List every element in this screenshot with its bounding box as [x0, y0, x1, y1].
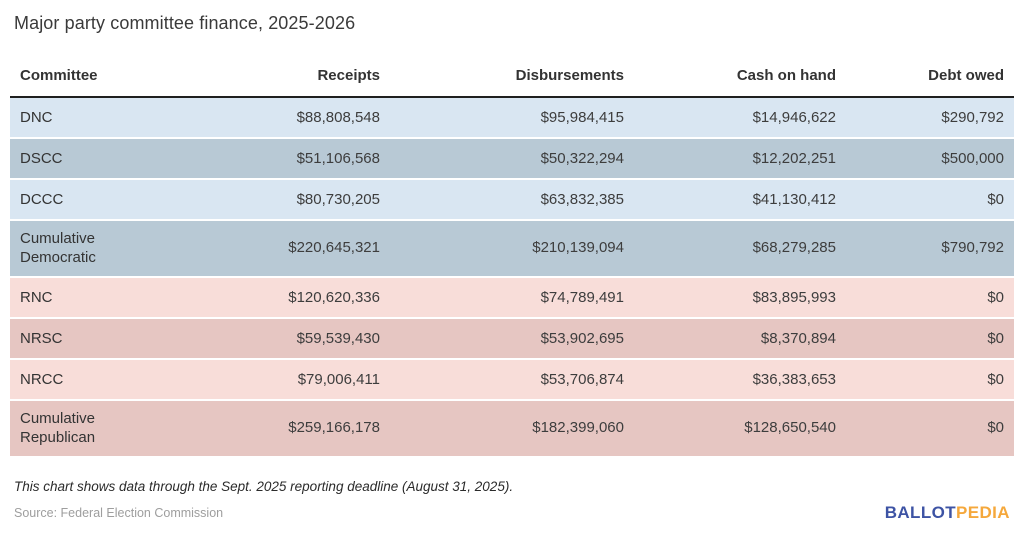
- table-row-nrsc: NRSC $59,539,430 $53,902,695 $8,370,894 …: [10, 318, 1014, 360]
- disbursements-cell: $74,789,491: [390, 277, 634, 319]
- finance-table: Committee Receipts Disbursements Cash on…: [10, 59, 1014, 458]
- logo-text-pedia: PEDIA: [956, 503, 1010, 522]
- committee-cell: DSCC: [10, 138, 150, 180]
- source-text: Source: Federal Election Commission: [14, 506, 224, 520]
- receipts-cell: $120,620,336: [150, 277, 390, 319]
- column-header-receipts: Receipts: [150, 59, 390, 98]
- cash-on-hand-cell: $83,895,993: [634, 277, 846, 319]
- committee-cell: NRCC: [10, 359, 150, 401]
- column-header-committee: Committee: [10, 59, 150, 98]
- cash-on-hand-cell: $8,370,894: [634, 318, 846, 360]
- disbursements-cell: $63,832,385: [390, 179, 634, 221]
- column-header-debt-owed: Debt owed: [846, 59, 1014, 98]
- cash-on-hand-cell: $68,279,285: [634, 220, 846, 278]
- receipts-cell: $51,106,568: [150, 138, 390, 180]
- page-title: Major party committee finance, 2025-2026: [14, 13, 356, 33]
- debt-owed-cell: $0: [846, 318, 1014, 360]
- disbursements-cell: $53,902,695: [390, 318, 634, 360]
- committee-cell: DCCC: [10, 179, 150, 221]
- footnote-text: This chart shows data through the Sept. …: [14, 479, 514, 494]
- column-header-cash-on-hand: Cash on hand: [634, 59, 846, 98]
- debt-owed-cell: $0: [846, 179, 1014, 221]
- disbursements-cell: $50,322,294: [390, 138, 634, 180]
- column-header-disbursements: Disbursements: [390, 59, 634, 98]
- receipts-cell: $88,808,548: [150, 97, 390, 139]
- disbursements-cell: $182,399,060: [390, 400, 634, 458]
- committee-cell: Cumulative Republican: [10, 400, 150, 458]
- table-row-nrcc: NRCC $79,006,411 $53,706,874 $36,383,653…: [10, 359, 1014, 401]
- cash-on-hand-cell: $128,650,540: [634, 400, 846, 458]
- disbursements-cell: $95,984,415: [390, 97, 634, 139]
- receipts-cell: $259,166,178: [150, 400, 390, 458]
- debt-owed-cell: $790,792: [846, 220, 1014, 278]
- ballotpedia-logo: BALLOTPEDIA: [885, 503, 1010, 523]
- table-row-dscc: DSCC $51,106,568 $50,322,294 $12,202,251…: [10, 138, 1014, 180]
- footer-row: Source: Federal Election Commission BALL…: [14, 503, 1010, 523]
- committee-cell: RNC: [10, 277, 150, 319]
- table-row-rnc: RNC $120,620,336 $74,789,491 $83,895,993…: [10, 277, 1014, 319]
- debt-owed-cell: $500,000: [846, 138, 1014, 180]
- debt-owed-cell: $290,792: [846, 97, 1014, 139]
- receipts-cell: $220,645,321: [150, 220, 390, 278]
- table-row-cumulative-democratic: Cumulative Democratic $220,645,321 $210,…: [10, 220, 1014, 278]
- disbursements-cell: $210,139,094: [390, 220, 634, 278]
- receipts-cell: $80,730,205: [150, 179, 390, 221]
- committee-cell: NRSC: [10, 318, 150, 360]
- logo-text-ballot: BALLOT: [884, 503, 957, 522]
- table-row-dccc: DCCC $80,730,205 $63,832,385 $41,130,412…: [10, 179, 1014, 221]
- cash-on-hand-cell: $14,946,622: [634, 97, 846, 139]
- cash-on-hand-cell: $36,383,653: [634, 359, 846, 401]
- table-header-row: Committee Receipts Disbursements Cash on…: [10, 59, 1014, 98]
- table-row-dnc: DNC $88,808,548 $95,984,415 $14,946,622 …: [10, 97, 1014, 139]
- receipts-cell: $59,539,430: [150, 318, 390, 360]
- committee-cell: Cumulative Democratic: [10, 220, 150, 278]
- cash-on-hand-cell: $41,130,412: [634, 179, 846, 221]
- table-row-cumulative-republican: Cumulative Republican $259,166,178 $182,…: [10, 400, 1014, 458]
- committee-cell: DNC: [10, 97, 150, 139]
- cash-on-hand-cell: $12,202,251: [634, 138, 846, 180]
- debt-owed-cell: $0: [846, 277, 1014, 319]
- receipts-cell: $79,006,411: [150, 359, 390, 401]
- disbursements-cell: $53,706,874: [390, 359, 634, 401]
- debt-owed-cell: $0: [846, 359, 1014, 401]
- debt-owed-cell: $0: [846, 400, 1014, 458]
